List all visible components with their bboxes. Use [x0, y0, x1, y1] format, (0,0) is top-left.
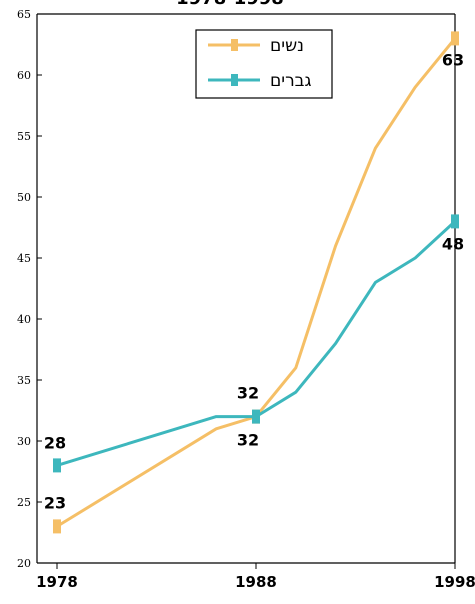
- y-tick-label: 50: [17, 191, 31, 204]
- x-tick-label: 1978: [36, 573, 78, 591]
- chart-title: 1978-1998: [176, 0, 284, 9]
- y-tick-label: 60: [17, 69, 31, 82]
- data-label: 32: [237, 384, 259, 403]
- series-marker-0: [53, 519, 61, 534]
- x-tick-label: 1988: [235, 573, 277, 591]
- y-tick-label: 35: [17, 374, 31, 387]
- legend-marker-men: [231, 74, 238, 86]
- data-labels: 23 32 63 28 32 48: [44, 50, 464, 512]
- x-tick-label: 1998: [434, 573, 475, 591]
- legend-marker-women: [231, 39, 238, 51]
- data-label: 48: [442, 234, 464, 253]
- series-line-0: [56, 37, 457, 528]
- y-tick-label: 30: [17, 435, 31, 448]
- series-marker-1: [451, 214, 459, 229]
- data-label: 28: [44, 433, 66, 452]
- y-tick-label: 65: [17, 8, 31, 21]
- y-tick-label: 20: [17, 557, 31, 570]
- y-tick-label: 55: [17, 130, 31, 143]
- series-marker-0: [451, 31, 459, 46]
- legend-label-men: גברים: [270, 71, 312, 91]
- series-marker-1: [252, 409, 260, 424]
- legend-box: [195, 29, 333, 99]
- legend-label-women: נשים: [270, 36, 304, 56]
- y-tick-label: 40: [17, 313, 31, 326]
- series-marker-1: [53, 458, 61, 473]
- legend: נשים גברים: [195, 29, 333, 99]
- series-lines: [53, 31, 459, 534]
- y-tick-label: 45: [17, 252, 31, 265]
- data-label: 63: [442, 50, 464, 69]
- axes: 20 25 30 35 40 45 50 55 60 65 1978 1988 1998: [17, 8, 475, 591]
- series-line-1: [56, 220, 457, 467]
- chart-title-group: 1978-1998: [176, 0, 284, 9]
- y-tick-label: 25: [17, 496, 31, 509]
- data-label: 23: [44, 493, 66, 512]
- data-label: 32: [237, 431, 259, 450]
